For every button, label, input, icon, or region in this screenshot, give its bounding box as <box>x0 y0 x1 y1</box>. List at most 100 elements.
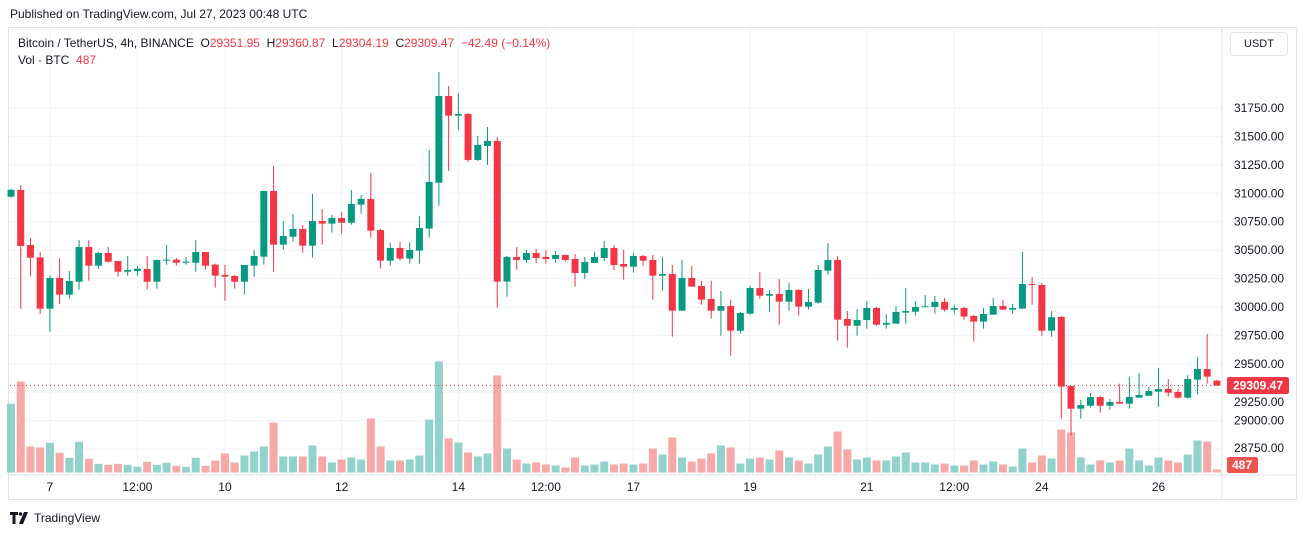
volume-bar <box>1183 454 1192 473</box>
candle-body <box>950 307 958 310</box>
candle <box>1048 311 1056 337</box>
low-label: L <box>332 36 339 50</box>
volume-bar <box>882 460 891 473</box>
volume-bar <box>172 465 181 473</box>
candle <box>202 252 209 270</box>
candle <box>1077 400 1085 419</box>
candle <box>1145 386 1153 396</box>
candle-body <box>328 218 336 224</box>
candle <box>17 184 25 309</box>
close-value: 29309.47 <box>404 36 455 50</box>
volume-bar <box>726 447 735 473</box>
price-tick-label: 29750.00 <box>1234 328 1284 342</box>
volume-bar <box>1057 429 1066 473</box>
volume-bar <box>473 456 482 473</box>
volume-bar <box>619 463 628 473</box>
candle-body <box>522 252 530 260</box>
candle-body <box>474 144 482 160</box>
price-tick-label: 31500.00 <box>1234 129 1284 143</box>
candle <box>775 278 783 325</box>
candles <box>7 71 1221 436</box>
candle <box>1086 392 1094 408</box>
candle <box>46 275 54 332</box>
candle-body <box>727 306 735 331</box>
volume-bar <box>191 457 200 473</box>
volume-bar <box>396 460 404 473</box>
candle-body <box>435 95 443 183</box>
volume-bar <box>600 461 609 473</box>
candle-body <box>26 244 34 258</box>
volume-bar <box>75 441 84 473</box>
candle <box>182 257 190 265</box>
volume-bar <box>1067 432 1076 473</box>
volume-bar <box>357 459 366 473</box>
candle <box>56 257 64 304</box>
candle-body <box>1145 391 1153 396</box>
volume-bar <box>571 457 580 473</box>
tradingview-footer[interactable]: TradingView <box>10 511 100 525</box>
candle <box>911 301 919 316</box>
candle <box>766 290 774 312</box>
price-tick-label: 30500.00 <box>1234 243 1284 257</box>
candle <box>318 208 326 245</box>
volume-bar <box>833 431 842 473</box>
time-tick-label: 26 <box>1152 480 1166 494</box>
candle-body <box>464 114 472 160</box>
candle-body <box>415 228 423 251</box>
candle <box>882 313 890 329</box>
candle <box>1018 252 1026 309</box>
candle <box>970 315 978 342</box>
candle <box>143 256 151 290</box>
candle-body <box>639 256 647 261</box>
candle <box>989 297 997 315</box>
candle <box>795 288 803 316</box>
high-value: 29360.87 <box>275 36 326 50</box>
time-tick-label: 21 <box>860 480 874 494</box>
candle-body <box>1077 405 1085 409</box>
candle <box>415 215 423 264</box>
candle-body <box>571 258 579 273</box>
volume-bar <box>648 448 657 473</box>
volume-bar <box>950 465 959 473</box>
candle-body <box>85 247 93 266</box>
svg-text:487: 487 <box>1232 458 1252 472</box>
candle <box>853 308 861 336</box>
candle <box>163 244 171 265</box>
candle-body <box>980 313 987 322</box>
candle-body <box>143 268 151 282</box>
time-axis[interactable]: 7 12:00 10 12 14 12:00 17 19 21 12:00 24 26 <box>47 480 1166 494</box>
time-tick-label: 19 <box>743 480 757 494</box>
volume-bar <box>1212 469 1221 473</box>
volume-bar <box>853 459 862 473</box>
volume-bar <box>133 466 142 473</box>
volume-bar <box>1047 458 1056 473</box>
volume-bar <box>522 463 531 473</box>
currency-button[interactable]: USDT <box>1230 32 1288 56</box>
candle <box>707 281 715 319</box>
volume-bar <box>415 455 424 473</box>
volume-bar <box>1105 462 1114 473</box>
candle <box>863 301 871 329</box>
candle <box>192 239 200 272</box>
symbol-title[interactable]: Bitcoin / TetherUS, 4h, BINANCE <box>18 36 194 50</box>
candle <box>629 253 637 273</box>
candle <box>377 228 385 269</box>
volume-label[interactable]: Vol · BTC <box>18 53 70 67</box>
candle-body <box>124 269 132 272</box>
candle <box>639 254 647 266</box>
volume-bar <box>823 446 832 473</box>
volume-bar <box>434 361 443 473</box>
change-value: −42.49 (−0.14%) <box>460 36 551 50</box>
volume-bar <box>327 462 336 473</box>
volume-bar <box>65 457 74 473</box>
candle <box>1057 316 1065 419</box>
candle <box>1203 333 1211 384</box>
volume-bar <box>678 457 687 473</box>
volume-bar <box>1008 466 1017 473</box>
price-axis[interactable]: 31750.00 31500.00 31250.00 31000.00 30750.00… <box>1234 101 1284 455</box>
tradingview-logo-icon <box>10 512 28 524</box>
volume-bar <box>366 418 375 473</box>
candle-body <box>318 220 326 224</box>
candle-body <box>746 287 754 314</box>
